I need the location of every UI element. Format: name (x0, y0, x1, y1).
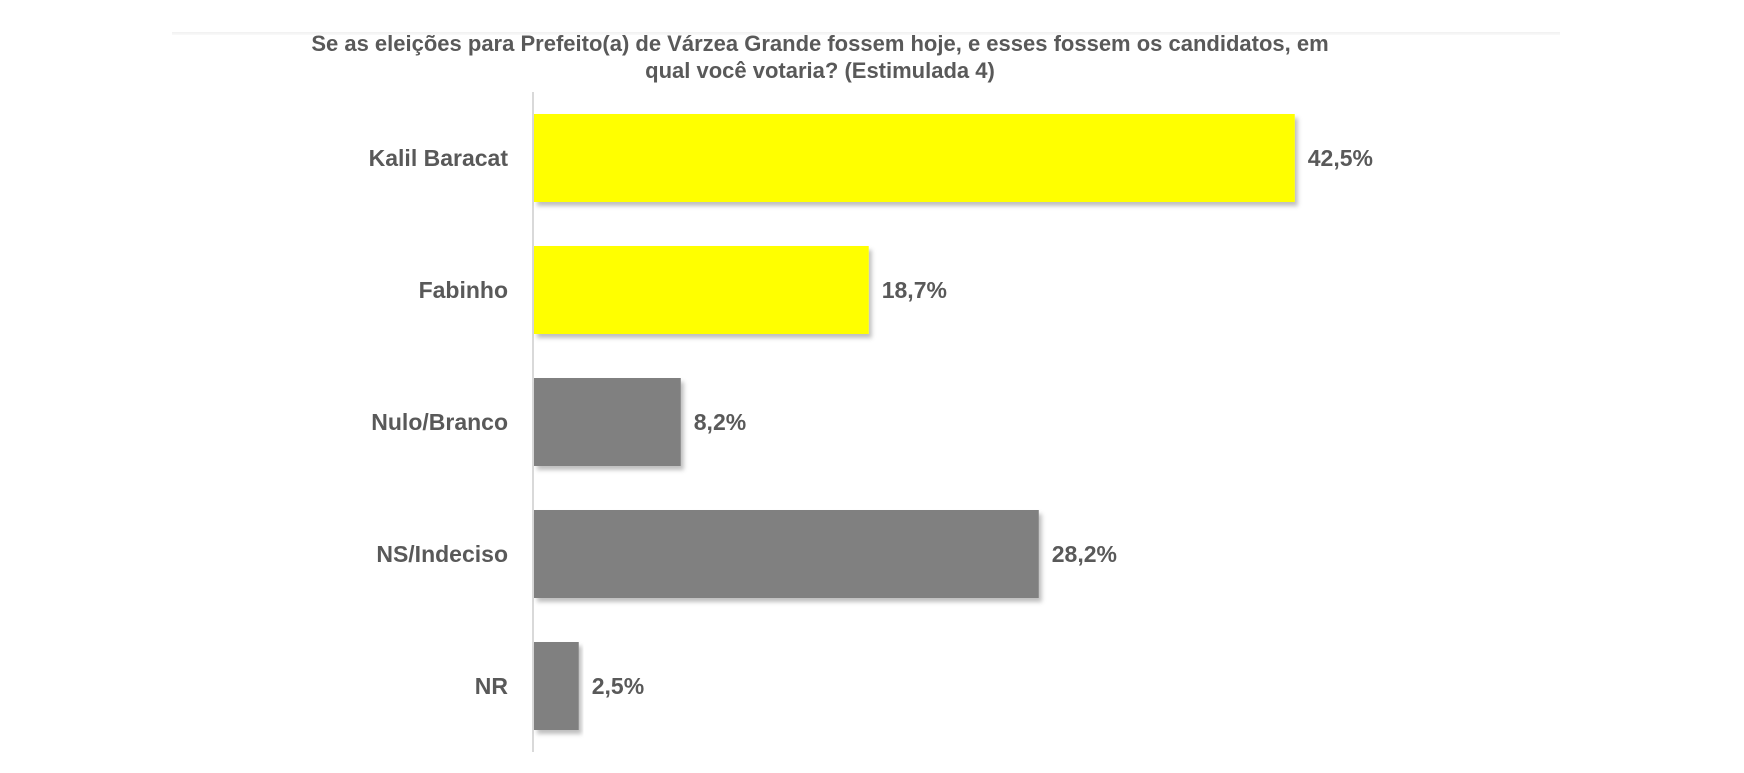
bar-2 (534, 378, 681, 466)
bar-0 (534, 114, 1295, 202)
chart-title-line-1: Se as eleições para Prefeito(a) de Várze… (311, 31, 1329, 56)
category-label: NS/Indeciso (376, 541, 508, 567)
category-label: NR (475, 673, 509, 699)
chart-title: Se as eleições para Prefeito(a) de Várze… (290, 30, 1350, 84)
value-label: 8,2% (694, 409, 746, 435)
category-label: Fabinho (419, 277, 508, 303)
value-label: 42,5% (1308, 145, 1373, 171)
chart-title-line-2: qual você votaria? (Estimulada 4) (645, 58, 995, 83)
category-label: Kalil Baracat (369, 145, 509, 171)
value-label: 18,7% (882, 277, 947, 303)
bar-3 (534, 510, 1039, 598)
top-divider (172, 32, 1560, 35)
bar-1 (534, 246, 869, 334)
bar-4 (534, 642, 579, 730)
value-label: 28,2% (1052, 541, 1117, 567)
value-label: 2,5% (592, 673, 644, 699)
bars-group: Kalil Baracat 42,5% Fabinho 18,7% Nulo/Branc… (369, 114, 1373, 730)
category-label: Nulo/Branco (371, 409, 508, 435)
